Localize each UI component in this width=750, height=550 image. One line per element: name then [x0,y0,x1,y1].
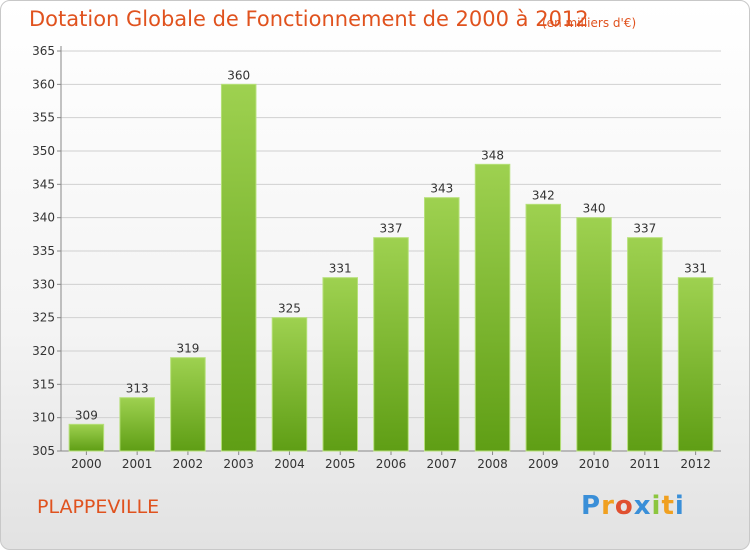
bar-2005 [322,277,358,452]
bar-value-label: 331 [329,262,352,276]
bar-value-label: 360 [227,68,250,82]
bar-2012 [677,277,714,452]
x-tick-label: 2004 [274,457,305,471]
x-tick-label: 2000 [71,457,102,471]
bar-2006 [373,237,409,452]
y-tick-label: 310 [32,411,55,425]
bar-value-label: 348 [481,148,504,162]
x-tick-label: 2002 [173,457,204,471]
chart-unit: (en milliers d'€) [542,16,637,30]
bar-2009 [525,203,562,452]
bar-value-label: 325 [278,302,301,316]
bar-2003 [220,83,257,452]
y-tick-label: 315 [32,377,55,391]
bar-value-label: 319 [176,342,199,356]
y-tick-label: 320 [32,344,55,358]
x-tick-label: 2001 [122,457,153,471]
y-tick-label: 360 [32,77,55,91]
x-tick-label: 2011 [630,457,661,471]
y-tick-label: 305 [32,444,55,458]
y-tick-label: 325 [32,311,55,325]
bar-2000 [68,423,105,452]
bar-2002 [170,357,206,452]
y-tick-label: 355 [32,111,55,125]
bar-value-label: 343 [430,182,453,196]
bar-value-label: 313 [126,382,149,396]
bar-value-label: 331 [684,262,707,276]
bar-2004 [271,317,308,452]
commune-name: PLAPPEVILLE [37,496,160,518]
bar-value-label: 309 [75,408,98,422]
x-tick-label: 2003 [223,457,254,471]
x-tick-label: 2010 [579,457,610,471]
x-tick-label: 2006 [376,457,407,471]
y-tick-label: 335 [32,244,55,258]
y-tick-label: 345 [32,177,55,191]
y-tick-label: 350 [32,144,55,158]
bar-2010 [576,217,612,452]
bar-2001 [119,397,155,452]
bar-2007 [424,197,460,452]
axis-layer: 305 310 315 320 325 330 335 340 345 350 355 360 365 2… [32,44,721,471]
x-tick-label: 2005 [325,457,356,471]
bar-2008 [474,163,511,452]
y-tick-label: 340 [32,211,55,225]
bar-2011 [627,237,663,452]
x-tick-label: 2012 [680,457,711,471]
proxiti-logo: Proxiti [581,491,685,521]
bar-layer [68,83,714,452]
x-tick-label: 2009 [528,457,559,471]
y-tick-label: 365 [32,44,55,58]
bar-value-label: 340 [583,202,606,216]
bar-value-label: 342 [532,188,555,202]
chart-title: Dotation Globale de Fonctionnement de 20… [29,7,589,31]
x-tick-label: 2008 [477,457,508,471]
y-tick-label: 330 [32,277,55,291]
bar-value-label: 337 [380,222,403,236]
bar-value-label: 337 [633,222,656,236]
x-tick-label: 2007 [426,457,457,471]
label-layer: 309 313 319 360 325 331 337 343 348 342 340 337 331 [75,68,707,422]
